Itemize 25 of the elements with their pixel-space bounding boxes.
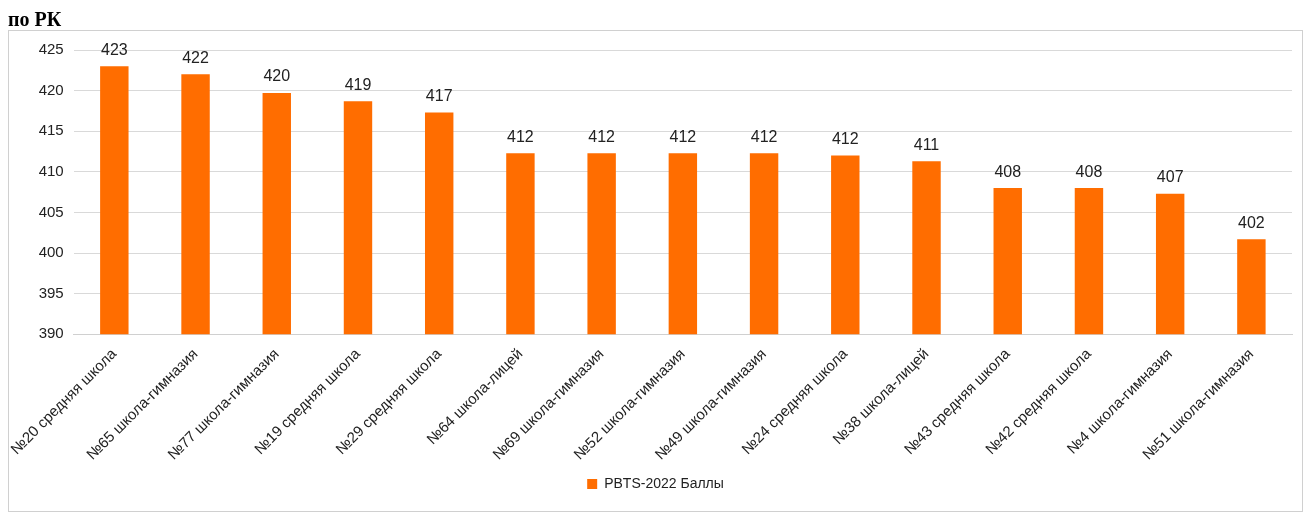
y-tick-label: 390: [38, 324, 64, 342]
y-tick-label: 420: [38, 80, 64, 98]
data-label: 411: [913, 135, 940, 153]
legend-label: PBTS-2022 Баллы: [604, 474, 724, 491]
y-tick-label: 410: [38, 162, 64, 179]
y-tick-label: 405: [38, 202, 64, 220]
data-label: 408: [994, 162, 1022, 180]
data-label: 412: [669, 127, 697, 145]
data-label: 420: [263, 67, 291, 85]
chart-title: по РК: [8, 8, 63, 30]
y-tick-label: 425: [38, 40, 64, 58]
data-label: 423: [100, 40, 128, 58]
data-label: 419: [344, 75, 372, 93]
data-label: 417: [425, 86, 453, 104]
data-label: 422: [182, 48, 209, 66]
y-tick-label: 395: [38, 283, 64, 301]
data-label: 412: [750, 127, 778, 145]
y-tick-label: 415: [38, 121, 64, 139]
data-label: 412: [507, 127, 534, 145]
data-label: 408: [1075, 162, 1103, 180]
data-label: 407: [1156, 168, 1184, 186]
data-label: 412: [588, 127, 616, 145]
y-tick-label: 400: [38, 243, 64, 261]
data-label: 402: [1238, 213, 1265, 231]
data-label: 412: [831, 130, 859, 148]
